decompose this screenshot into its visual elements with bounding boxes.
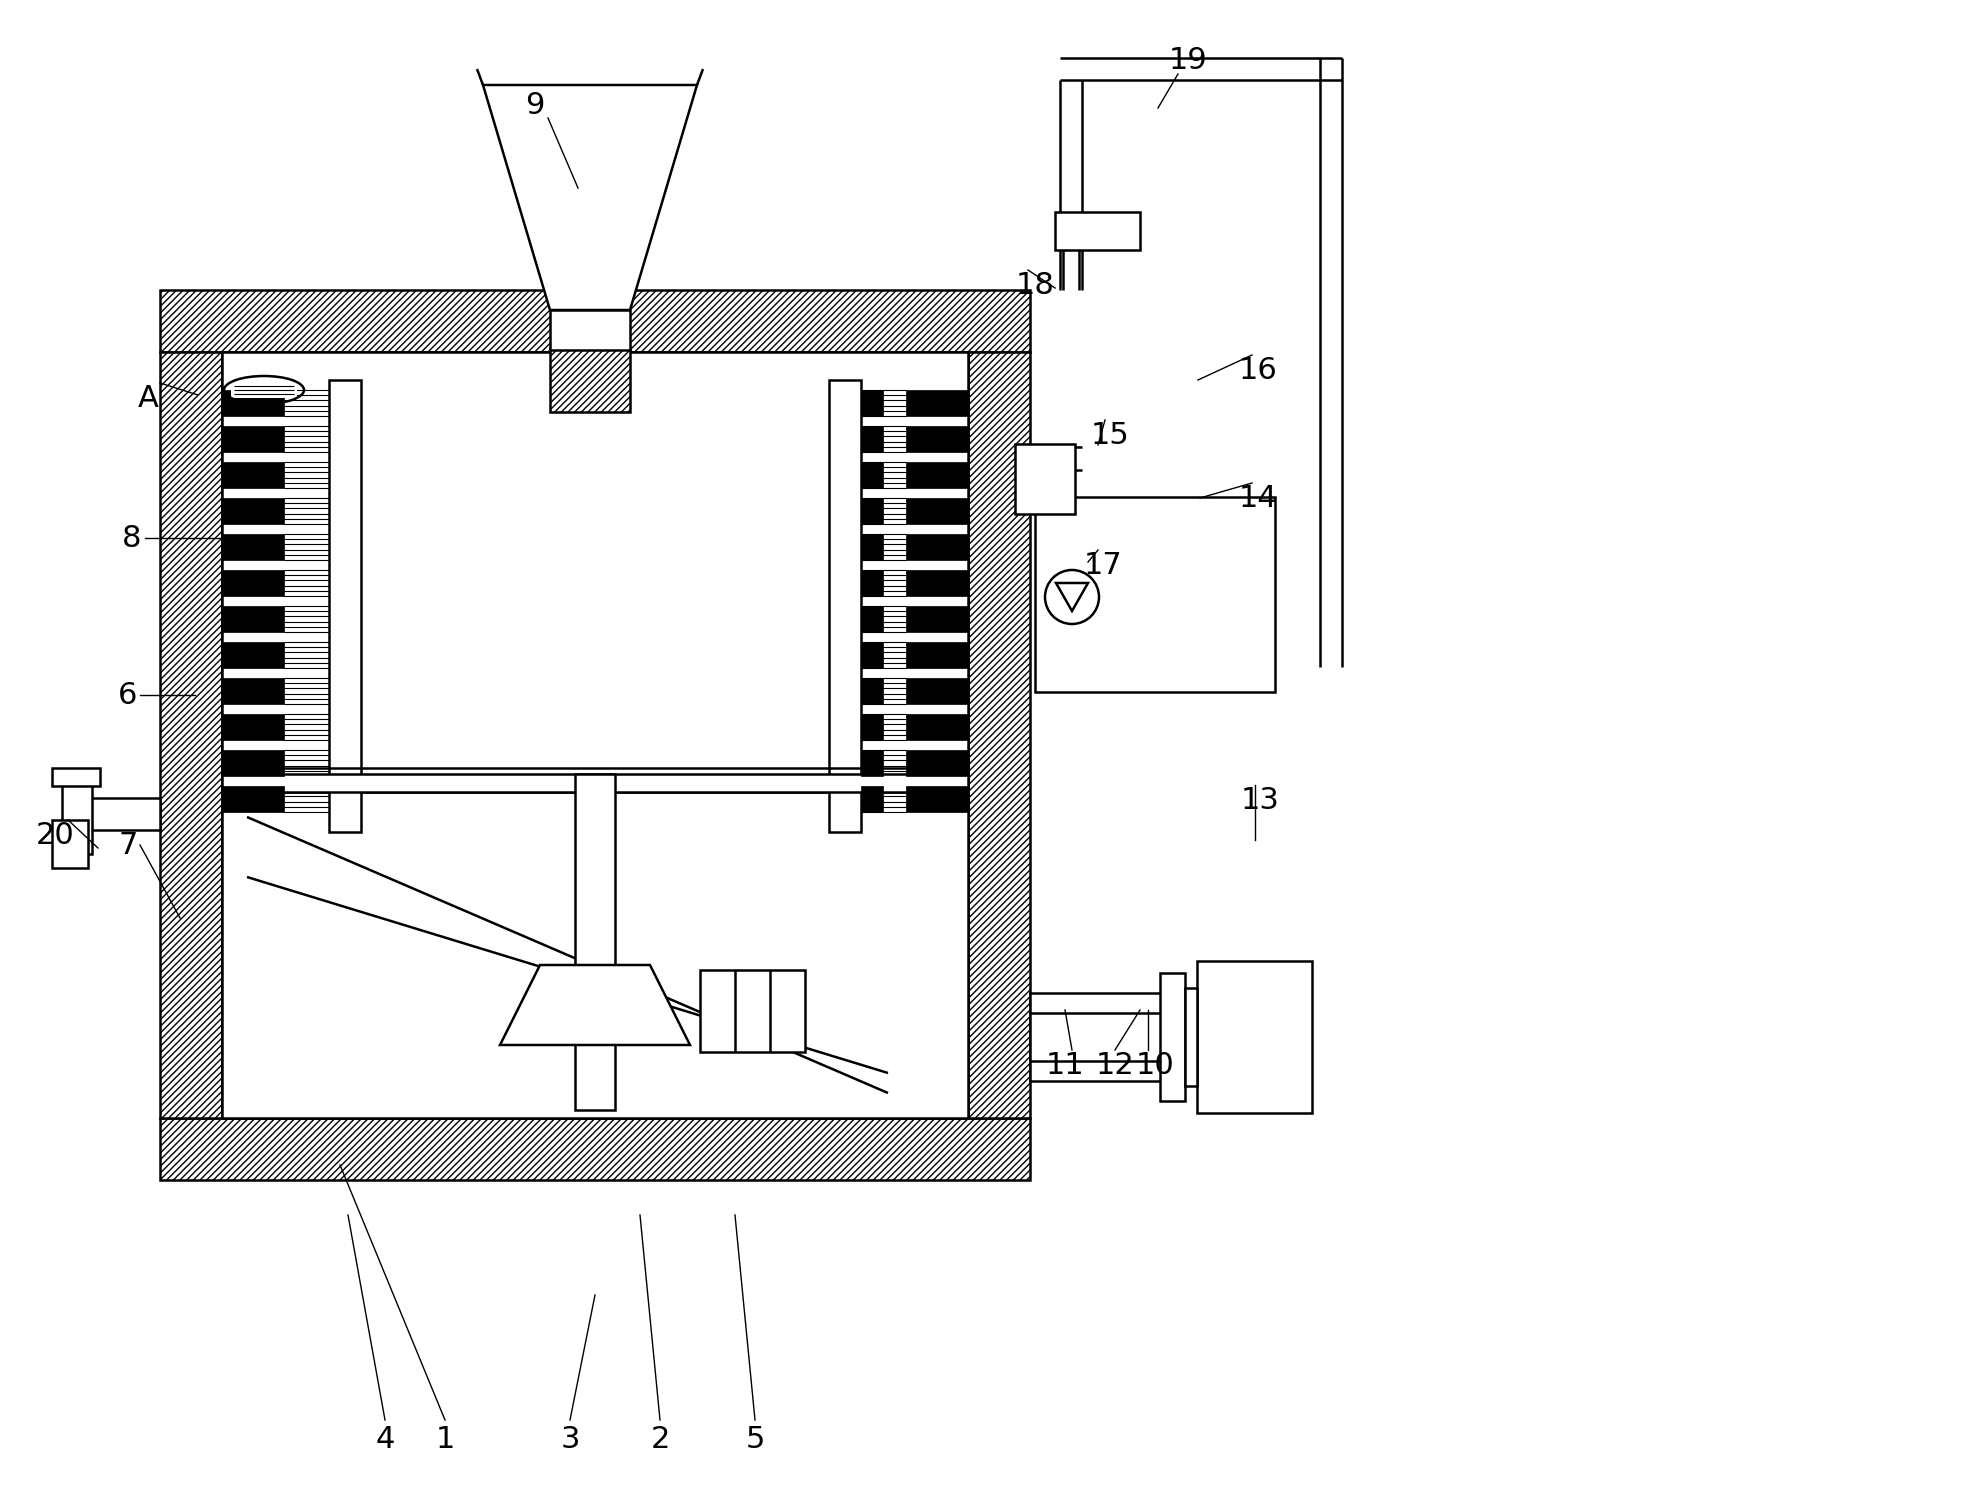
Bar	[1184, 988, 1196, 1087]
Bar	[222, 426, 285, 452]
Polygon shape	[501, 965, 689, 1045]
Bar	[159, 1118, 1029, 1180]
Bar	[860, 714, 884, 740]
Bar	[222, 498, 285, 524]
Bar	[550, 348, 630, 411]
Bar	[860, 787, 884, 812]
Text: 16: 16	[1239, 356, 1277, 384]
Text: 1: 1	[436, 1426, 456, 1454]
Bar	[1035, 497, 1275, 692]
Text: 13: 13	[1241, 785, 1279, 815]
Text: 5: 5	[744, 1426, 764, 1454]
Bar	[222, 462, 285, 488]
Bar	[699, 970, 805, 1052]
Bar	[51, 820, 88, 868]
Bar	[905, 426, 968, 452]
Bar	[330, 380, 361, 832]
Bar	[51, 769, 100, 787]
Bar	[905, 462, 968, 488]
Bar	[905, 498, 968, 524]
Bar	[222, 570, 285, 596]
Bar	[860, 678, 884, 704]
Bar	[575, 775, 615, 1111]
Bar	[550, 311, 630, 350]
Text: 18: 18	[1015, 270, 1055, 300]
Bar	[222, 606, 285, 632]
Bar	[1029, 994, 1184, 1081]
Bar	[860, 750, 884, 776]
Bar	[905, 750, 968, 776]
Bar	[222, 642, 285, 668]
Bar	[905, 534, 968, 560]
Bar	[860, 642, 884, 668]
Text: 12: 12	[1096, 1051, 1135, 1079]
Bar	[905, 787, 968, 812]
Text: 20: 20	[35, 821, 75, 850]
Text: 11: 11	[1045, 1051, 1084, 1079]
Polygon shape	[1057, 582, 1088, 611]
Bar	[968, 353, 1029, 1118]
Bar	[905, 570, 968, 596]
Bar	[1196, 961, 1312, 1114]
Bar	[905, 390, 968, 416]
Bar	[905, 714, 968, 740]
Bar	[222, 793, 968, 1118]
Bar	[905, 642, 968, 668]
Bar	[222, 353, 968, 793]
Bar	[159, 353, 222, 1118]
Text: 6: 6	[118, 680, 137, 710]
Bar	[860, 462, 884, 488]
Bar	[222, 787, 285, 812]
Text: 9: 9	[524, 90, 544, 120]
Bar	[1015, 444, 1074, 513]
Text: 15: 15	[1090, 420, 1129, 449]
Text: 2: 2	[650, 1426, 670, 1454]
Text: 10: 10	[1135, 1051, 1174, 1079]
Bar	[860, 534, 884, 560]
Bar	[860, 426, 884, 452]
Bar	[829, 380, 860, 832]
Bar	[860, 498, 884, 524]
Bar	[1161, 973, 1184, 1102]
Bar	[222, 750, 285, 776]
Bar	[222, 390, 285, 416]
Bar	[222, 678, 285, 704]
Text: 17: 17	[1084, 551, 1121, 579]
Bar	[905, 606, 968, 632]
Text: 19: 19	[1169, 45, 1208, 75]
Bar	[860, 606, 884, 632]
Bar	[79, 799, 159, 830]
Bar	[860, 390, 884, 416]
Bar	[222, 534, 285, 560]
Bar	[905, 678, 968, 704]
Bar	[222, 775, 968, 793]
Text: 14: 14	[1239, 483, 1277, 512]
Text: 7: 7	[118, 830, 137, 860]
Bar	[860, 570, 884, 596]
Polygon shape	[483, 86, 697, 311]
Text: 3: 3	[560, 1426, 579, 1454]
Text: 8: 8	[122, 524, 141, 552]
Text: 4: 4	[375, 1426, 395, 1454]
Text: A: A	[137, 383, 159, 413]
Bar	[63, 776, 92, 854]
Bar	[1055, 212, 1139, 251]
Bar	[222, 353, 968, 1118]
Bar	[222, 714, 285, 740]
Bar	[232, 381, 297, 398]
Bar	[159, 290, 1029, 353]
